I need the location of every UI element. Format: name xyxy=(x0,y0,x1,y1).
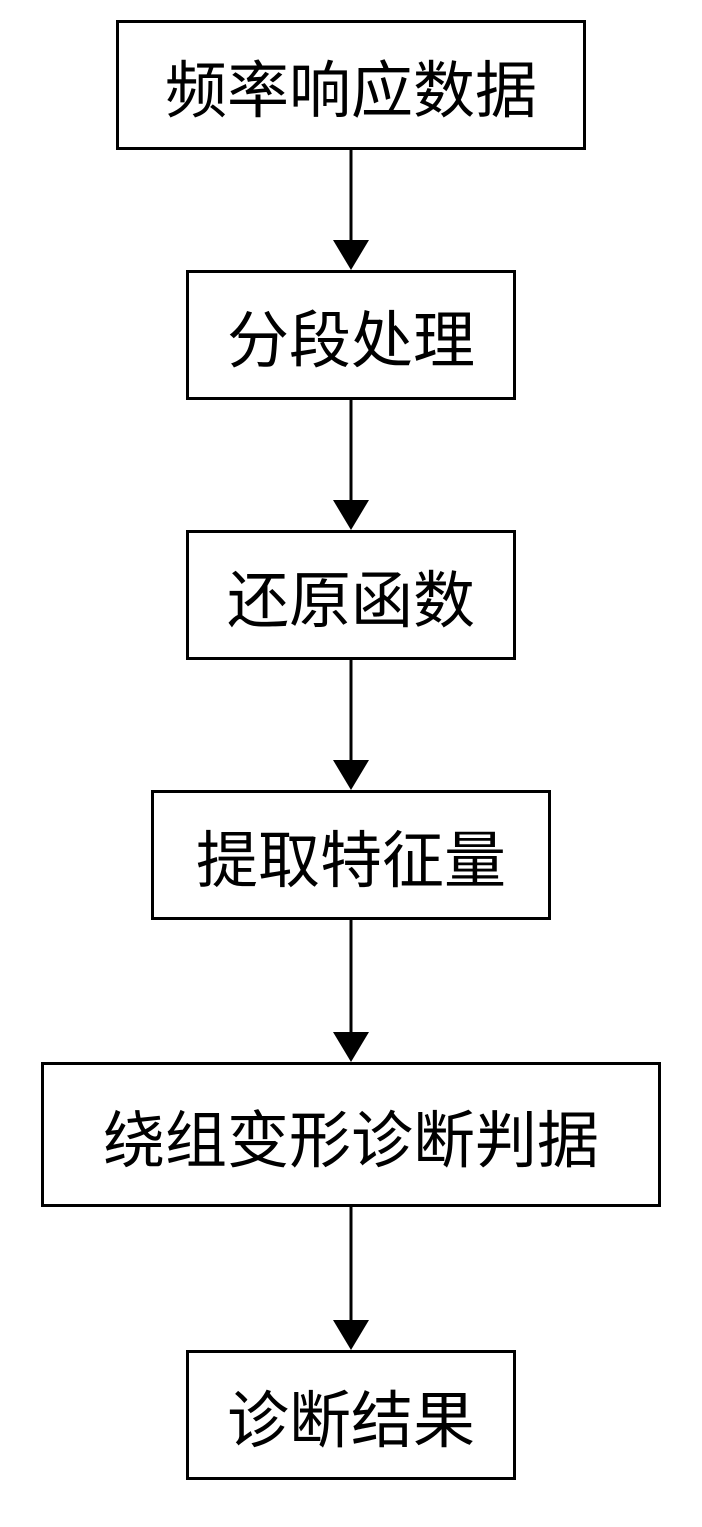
flow-node-frequency-response-data: 频率响应数据 xyxy=(116,20,586,150)
arrow-shaft xyxy=(350,150,353,240)
flow-node-restore-function: 还原函数 xyxy=(186,530,516,660)
flow-arrow xyxy=(331,400,371,530)
flow-node-winding-deformation-criterion: 绕组变形诊断判据 xyxy=(41,1062,661,1207)
flow-node-label: 诊断结果 xyxy=(227,1370,475,1460)
flow-node-label: 绕组变形诊断判据 xyxy=(103,1090,599,1180)
arrow-shaft xyxy=(350,920,353,1032)
arrow-head-icon xyxy=(333,1032,369,1062)
flow-arrow xyxy=(331,150,371,270)
arrow-shaft xyxy=(350,400,353,500)
flow-node-label: 频率响应数据 xyxy=(165,40,537,130)
flowchart-canvas: { "flowchart": { "type": "flowchart", "b… xyxy=(0,0,702,1527)
flow-node-label: 分段处理 xyxy=(227,290,475,380)
arrow-head-icon xyxy=(333,240,369,270)
flow-node-label: 还原函数 xyxy=(227,550,475,640)
arrow-head-icon xyxy=(333,760,369,790)
flow-arrow xyxy=(331,920,371,1062)
arrow-head-icon xyxy=(333,1320,369,1350)
flow-arrow xyxy=(331,660,371,790)
flow-node-segmentation: 分段处理 xyxy=(186,270,516,400)
arrow-shaft xyxy=(350,660,353,760)
arrow-shaft xyxy=(350,1207,353,1320)
arrow-head-icon xyxy=(333,500,369,530)
flow-node-extract-features: 提取特征量 xyxy=(151,790,551,920)
flow-arrow xyxy=(331,1207,371,1350)
flow-node-label: 提取特征量 xyxy=(196,810,506,900)
flow-node-diagnosis-result: 诊断结果 xyxy=(186,1350,516,1480)
